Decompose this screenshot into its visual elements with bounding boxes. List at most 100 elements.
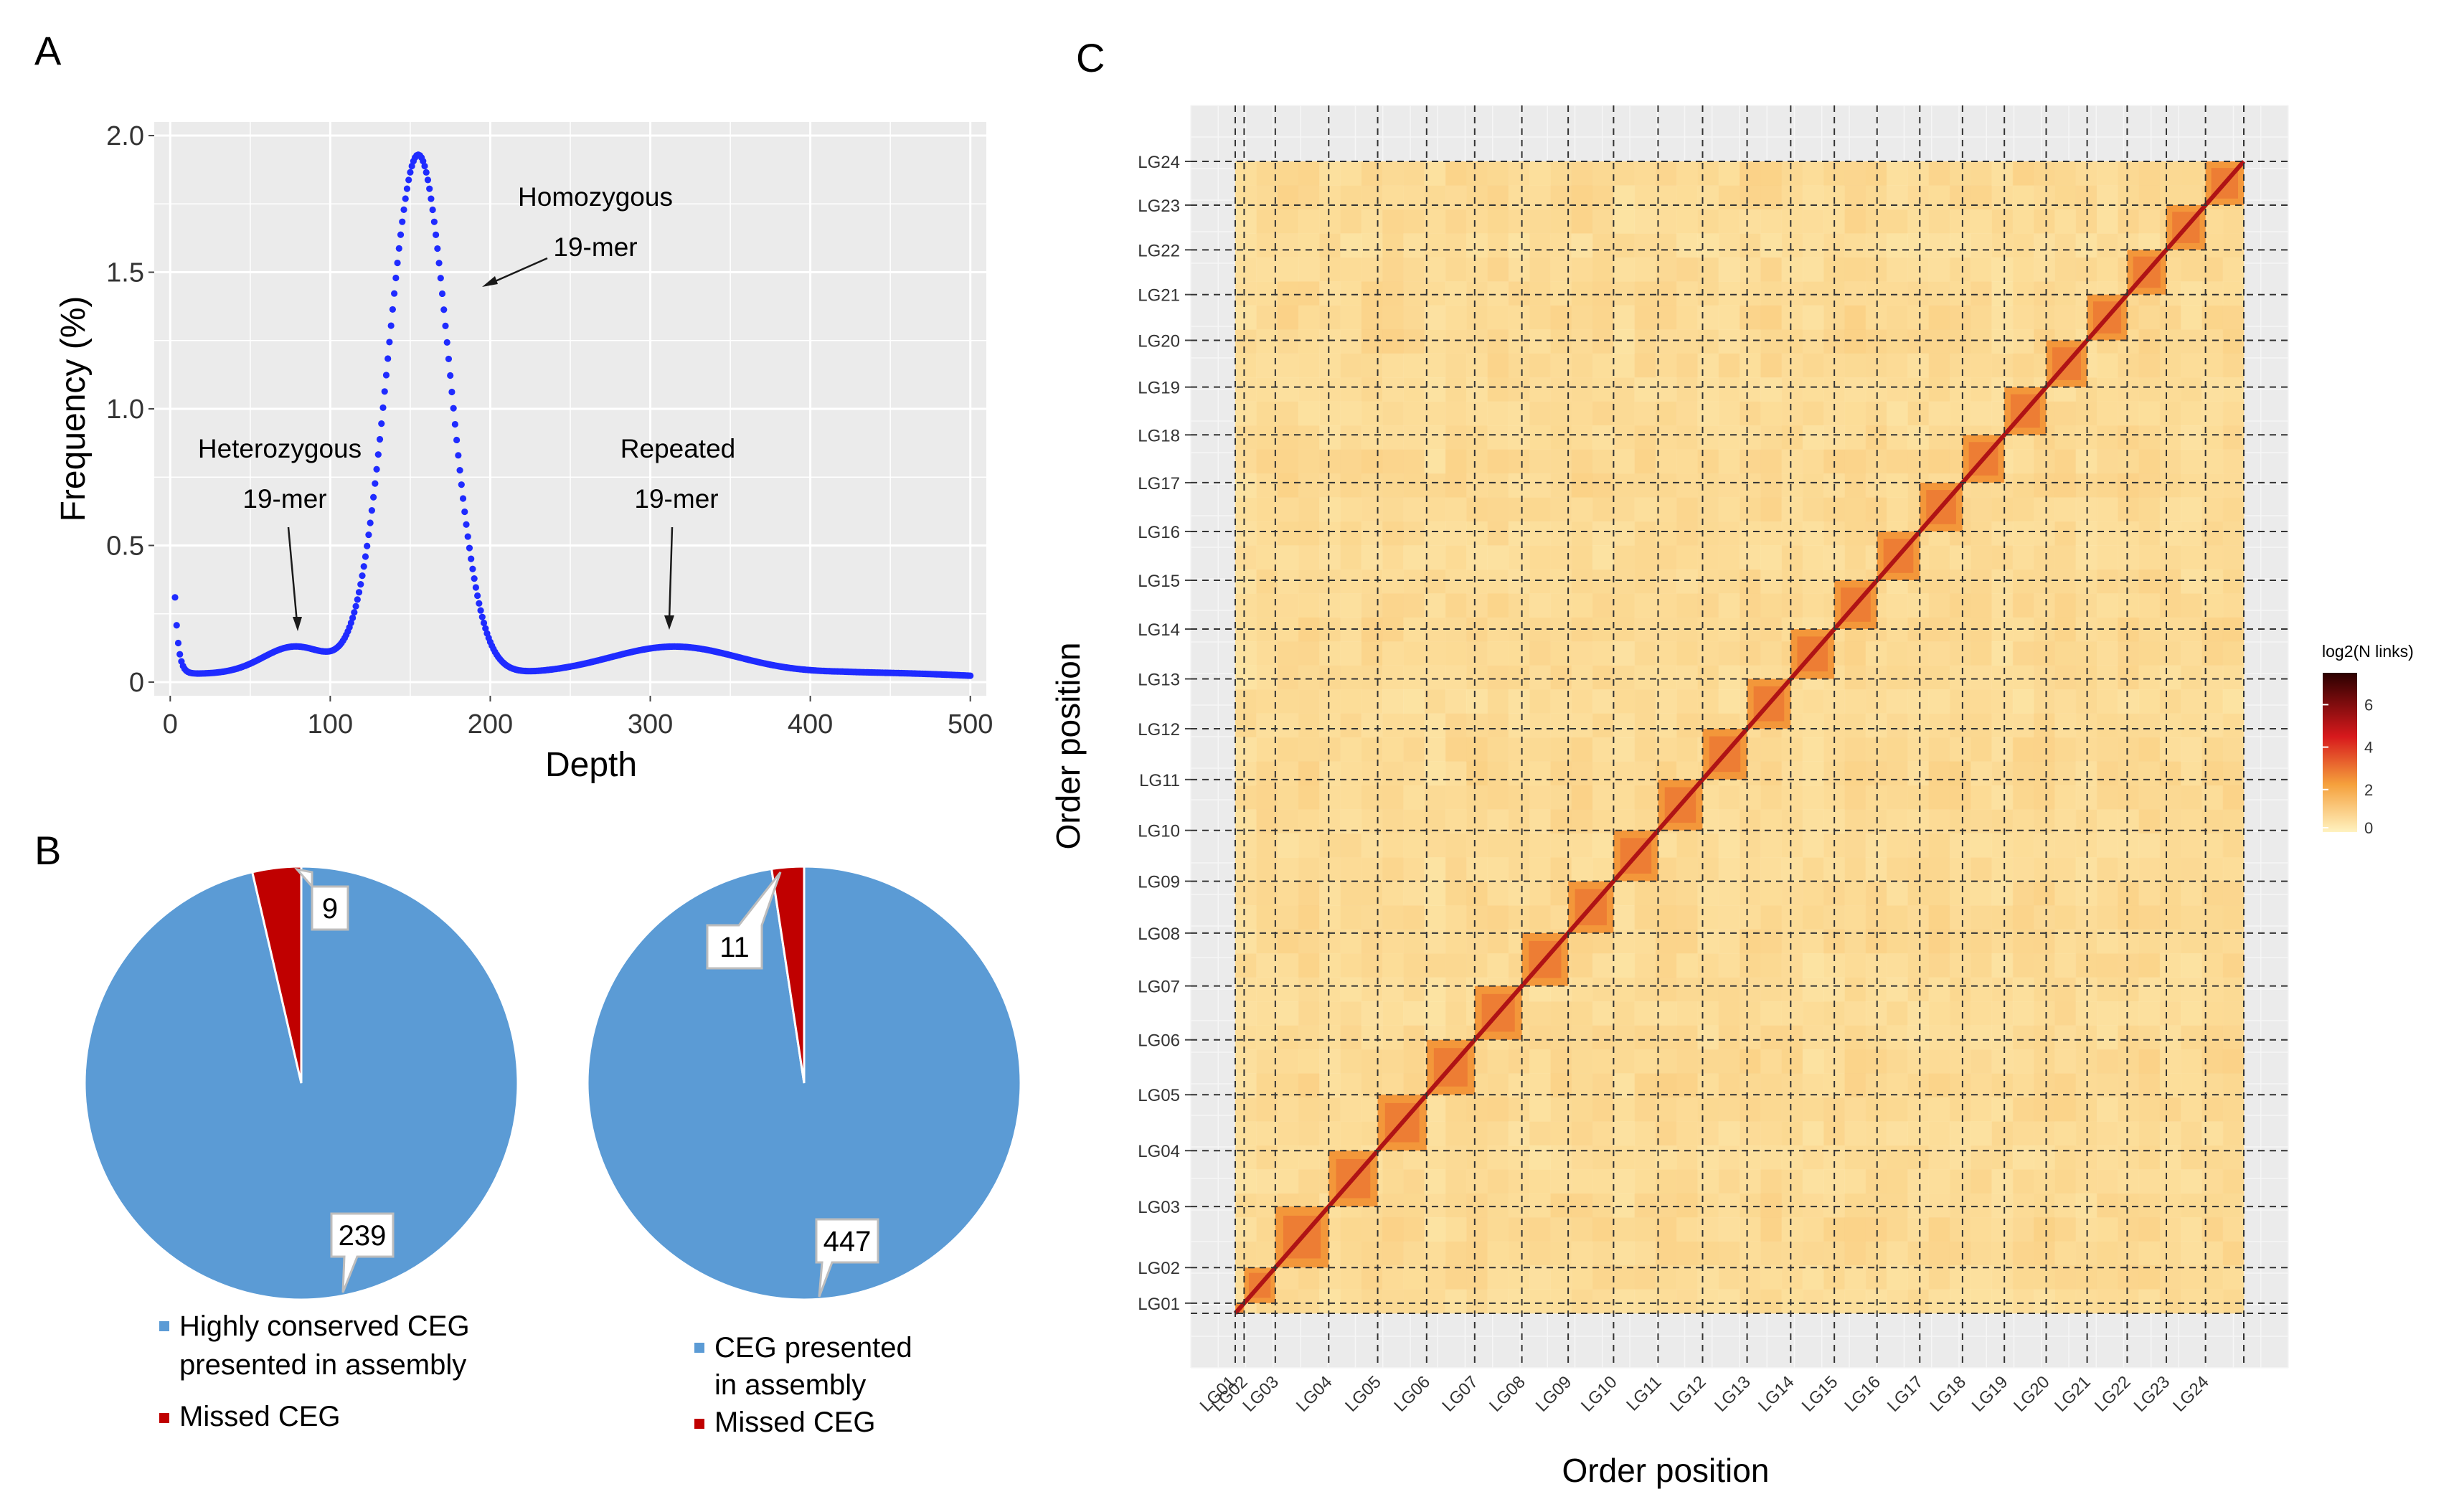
heatmap-cell — [1970, 1145, 1993, 1170]
heatmap-x-tick-label: LG08 — [1486, 1372, 1529, 1416]
heatmap-cell — [1382, 785, 1404, 810]
heatmap-cell — [1361, 1073, 1383, 1098]
heatmap-cell — [1844, 377, 1866, 402]
heatmap-cell — [1802, 473, 1824, 499]
heatmap-cell — [1655, 1001, 1677, 1026]
heatmap-cell — [1802, 1073, 1824, 1098]
heatmap-cell — [1740, 833, 1761, 858]
heatmap-cell — [2222, 1073, 2245, 1098]
heatmap-cell — [1592, 1217, 1614, 1242]
heatmap-cell — [1865, 473, 1887, 499]
heatmap-cell — [2181, 1097, 2203, 1122]
heatmap-cell — [1697, 233, 1719, 258]
heatmap-cell — [1844, 1073, 1866, 1098]
heatmap-cell — [2138, 785, 2161, 810]
heatmap-cell — [1319, 833, 1341, 858]
heatmap-cell — [2012, 641, 2034, 666]
kmer-y-tick-label: 0.5 — [106, 531, 144, 561]
heatmap-cell — [1403, 377, 1425, 402]
heatmap-cell — [1613, 545, 1636, 570]
heatmap-cell — [1697, 881, 1719, 906]
heatmap-y-tick-label: LG08 — [1138, 925, 1180, 944]
heatmap-cell — [1697, 329, 1719, 354]
heatmap-cell — [1613, 1169, 1636, 1194]
legend-right-missed: Missed CEG — [714, 1407, 876, 1438]
heatmap-cell — [2138, 329, 2161, 354]
heatmap-cell — [1676, 353, 1699, 378]
heatmap-cell — [1277, 737, 1299, 762]
heatmap-y-tick-label: LG22 — [1138, 241, 1180, 260]
heatmap-cell — [2096, 1025, 2118, 1050]
heatmap-cell — [1655, 881, 1677, 906]
heatmap-cell — [1361, 1001, 1383, 1026]
heatmap-cell — [1613, 161, 1636, 186]
heatmap-cell — [1740, 329, 1761, 354]
heatmap-cell — [1970, 233, 1993, 258]
heatmap-cell — [1991, 521, 2014, 546]
heatmap-cell — [1844, 401, 1866, 426]
heatmap-cell — [1277, 833, 1299, 858]
heatmap-cell — [1760, 905, 1783, 930]
heatmap-cell — [2138, 473, 2161, 499]
heatmap-cell — [2138, 881, 2161, 906]
annotation-heterozygous: Heterozygous 19-mer — [198, 434, 362, 631]
heatmap-cell — [1907, 377, 1930, 402]
heatmap-cell — [2138, 761, 2161, 786]
heatmap-cell — [2118, 473, 2140, 499]
heatmap-cell — [1403, 281, 1425, 306]
heatmap-cell — [1697, 185, 1719, 210]
heatmap-cell — [1928, 1169, 1950, 1194]
heatmap-cell — [2118, 1073, 2140, 1098]
heatmap-cell — [1298, 233, 1320, 258]
heatmap-cell — [2181, 1265, 2203, 1290]
heatmap-cell — [1760, 953, 1783, 978]
heatmap-cell — [2138, 1145, 2161, 1170]
heatmap-cell — [1740, 977, 1761, 1002]
heatmap-cell — [2118, 665, 2140, 690]
heatmap-cell — [1403, 425, 1425, 450]
heatmap-cell — [1865, 1001, 1887, 1026]
heatmap-cell — [1928, 761, 1950, 786]
heatmap-cell — [1655, 689, 1677, 714]
heatmap-cell — [2096, 665, 2118, 690]
heatmap-cell — [1319, 905, 1341, 930]
heatmap-cell — [2034, 665, 2055, 690]
heatmap-cell — [1970, 1121, 1993, 1146]
heatmap-cell — [1508, 1265, 1530, 1290]
heatmap-x-tick-label: LG19 — [1968, 1372, 2012, 1416]
heatmap-cell — [1907, 1193, 1930, 1218]
heatmap-cell — [2222, 1289, 2245, 1314]
heatmap-cell — [1508, 1169, 1530, 1194]
pie-left-value-missed: 9 — [322, 893, 338, 925]
heatmap-cell — [1613, 1241, 1636, 1266]
heatmap-cell — [1235, 1145, 1257, 1170]
heatmap-cell — [1277, 977, 1299, 1002]
kmer-point — [456, 466, 463, 474]
heatmap-cell — [1844, 233, 1866, 258]
heatmap-cell — [1949, 545, 1971, 570]
heatmap-cell — [1424, 713, 1446, 738]
heatmap-cell — [1760, 1193, 1783, 1218]
heatmap-cell — [1781, 1049, 1803, 1074]
heatmap-cell — [1508, 425, 1530, 450]
heatmap-cell — [2222, 1217, 2245, 1242]
heatmap-cell — [1319, 473, 1341, 499]
heatmap-cell — [2222, 761, 2245, 786]
heatmap-cell — [1970, 713, 1993, 738]
heatmap-cell — [1403, 833, 1425, 858]
heatmap-cell — [1697, 641, 1719, 666]
heatmap-cell — [1466, 1289, 1488, 1314]
kmer-point — [437, 275, 444, 282]
heatmap-cell — [1844, 521, 1866, 546]
heatmap-cell — [1844, 857, 1866, 882]
heatmap-cell — [1740, 1241, 1761, 1266]
heatmap-cell — [1382, 353, 1404, 378]
heatmap-cell — [1760, 1265, 1783, 1290]
heatmap-cell — [2159, 425, 2181, 450]
heatmap-cell — [1760, 1145, 1783, 1170]
heatmap-cell — [1634, 329, 1656, 354]
heatmap-cell — [1424, 1241, 1446, 1266]
heatmap-cell — [1655, 1121, 1677, 1146]
heatmap-cell — [2054, 689, 2077, 714]
heatmap-cell — [1277, 401, 1299, 426]
